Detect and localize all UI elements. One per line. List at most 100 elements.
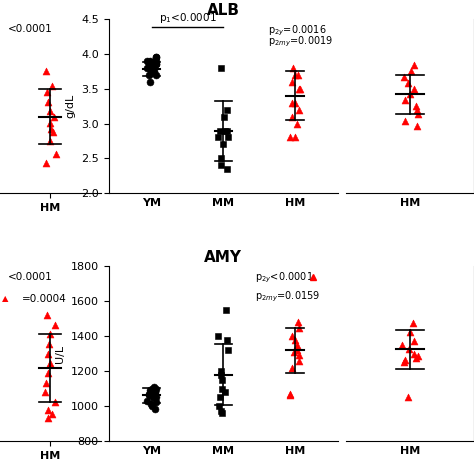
Point (295, 352, 302, 359)
Point (145, 71, 153, 79)
Point (224, 346, 232, 354)
Point (46, 137, 54, 145)
Point (215, 332, 222, 340)
Point (289, 332, 296, 340)
Point (153, 393, 160, 401)
Point (286, 134, 294, 141)
Point (295, 357, 303, 365)
Point (295, 106, 303, 113)
Point (293, 120, 301, 128)
Point (43, 89, 51, 96)
Point (41, 389, 48, 396)
Point (51, 321, 59, 328)
Point (295, 324, 303, 331)
Point (290, 348, 298, 356)
Text: p$_{2y}$=0.0016: p$_{2y}$=0.0016 (268, 23, 326, 37)
Point (50, 113, 57, 120)
Point (218, 409, 226, 417)
Point (51, 398, 59, 406)
Title: AMY: AMY (204, 250, 242, 265)
Point (44, 406, 52, 414)
Point (292, 336, 299, 344)
Point (289, 364, 296, 372)
Point (218, 371, 225, 378)
Point (401, 356, 409, 364)
Point (295, 85, 302, 92)
Point (44, 350, 52, 357)
Point (220, 113, 228, 120)
Point (149, 393, 157, 401)
Point (223, 106, 230, 113)
Point (44, 369, 52, 377)
Text: p$_{2my}$=0.0159: p$_{2my}$=0.0159 (255, 289, 320, 303)
Text: <0.0001: <0.0001 (8, 272, 53, 282)
Point (147, 64, 155, 72)
Point (150, 383, 158, 391)
Point (152, 61, 159, 68)
Point (144, 57, 151, 64)
Point (143, 64, 151, 72)
Point (146, 386, 154, 394)
Point (223, 127, 231, 134)
Point (224, 165, 231, 173)
Y-axis label: g/dL: g/dL (65, 94, 75, 118)
Point (48, 82, 56, 90)
Point (53, 150, 60, 157)
Point (46, 119, 54, 127)
Point (145, 61, 153, 68)
Point (146, 78, 153, 85)
Text: p$_{2my}$=0.0019: p$_{2my}$=0.0019 (268, 35, 333, 49)
Point (407, 67, 415, 75)
Point (217, 155, 225, 162)
Point (148, 67, 156, 75)
Point (412, 354, 419, 362)
Point (147, 386, 155, 394)
Point (215, 134, 222, 141)
Point (286, 390, 294, 398)
Point (147, 64, 155, 72)
Point (146, 57, 154, 64)
Text: p$_{2y}$<0.0001: p$_{2y}$<0.0001 (255, 271, 314, 285)
Point (152, 71, 160, 79)
Point (414, 110, 421, 118)
Point (216, 393, 223, 401)
Point (153, 54, 160, 61)
Point (414, 352, 421, 360)
Text: =0.0004: =0.0004 (22, 294, 67, 304)
Point (43, 67, 50, 75)
Point (404, 393, 412, 401)
Point (406, 91, 414, 98)
Title: ALB: ALB (207, 3, 240, 18)
Point (413, 106, 421, 113)
Point (293, 346, 301, 354)
Point (410, 62, 417, 69)
Point (146, 390, 153, 398)
Point (42, 379, 50, 386)
Point (410, 337, 418, 345)
Point (144, 397, 151, 404)
Point (216, 402, 223, 410)
Point (147, 64, 155, 72)
Point (219, 141, 227, 148)
Text: p$_1$<0.0001: p$_1$<0.0001 (159, 11, 216, 25)
Point (46, 330, 54, 338)
Point (410, 350, 418, 357)
Point (289, 64, 297, 72)
Point (217, 407, 225, 415)
Point (294, 319, 301, 326)
Point (49, 128, 57, 136)
Point (44, 414, 51, 421)
Point (294, 71, 302, 79)
Point (148, 61, 156, 68)
Y-axis label: U/L: U/L (55, 345, 65, 363)
Point (289, 99, 296, 107)
Point (405, 346, 413, 353)
Point (222, 127, 229, 134)
Point (218, 376, 225, 383)
Point (44, 98, 52, 105)
Point (401, 97, 409, 104)
Point (398, 341, 406, 349)
Text: <0.0001: <0.0001 (8, 24, 53, 34)
Point (218, 64, 225, 72)
Point (151, 406, 159, 413)
